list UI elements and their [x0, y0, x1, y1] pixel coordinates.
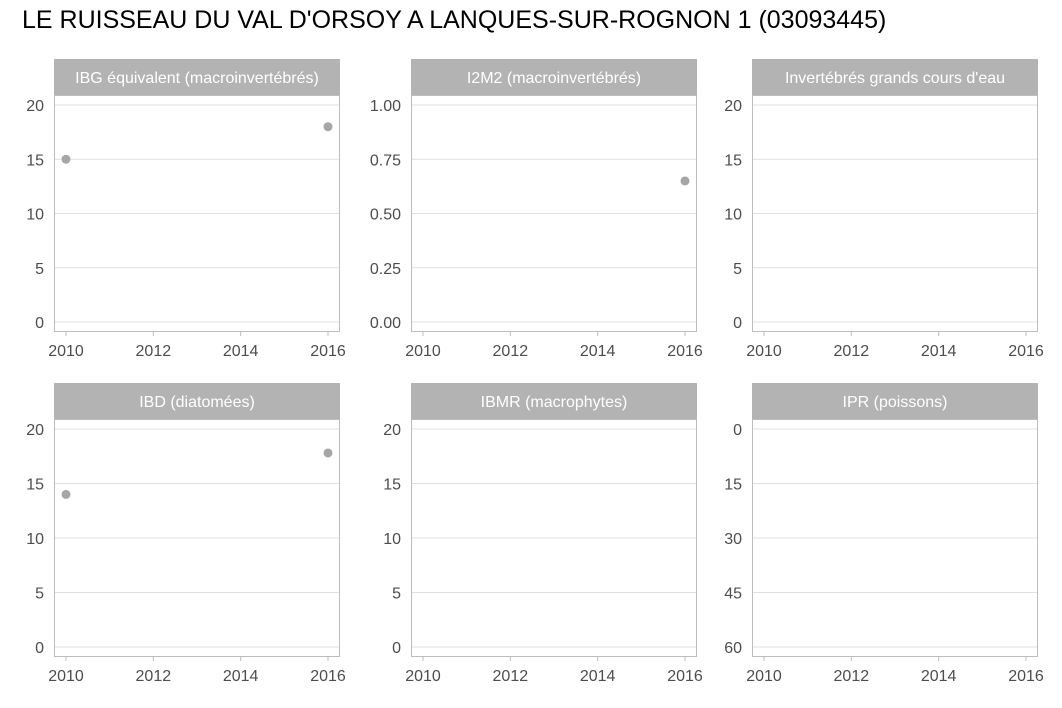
- strip-background: [752, 383, 1038, 419]
- facet-panel: IBG équivalent (macroinvertébrés) 0 5 10 15 2…: [26, 59, 346, 360]
- y-tick-label: 15: [26, 477, 44, 494]
- y-tick-label: 15: [724, 477, 742, 494]
- strip-label: I2M2 (macroinvertébrés): [467, 70, 641, 87]
- x-tick-label: 2014: [921, 343, 957, 360]
- x-tick-label: 2012: [493, 343, 529, 360]
- x-tick-label: 2016: [667, 668, 703, 685]
- x-tick-label: 2010: [48, 668, 84, 685]
- y-tick-label: 0: [733, 422, 742, 439]
- y-tick-label: 5: [733, 261, 742, 278]
- y-tick-label: 10: [26, 207, 44, 224]
- y-tick-label: 20: [383, 422, 401, 439]
- x-tick-label: 2016: [667, 343, 703, 360]
- y-tick-label: 20: [26, 422, 44, 439]
- y-tick-label: 0.50: [370, 207, 401, 224]
- x-tick-label: 2012: [834, 343, 870, 360]
- strip-background: [411, 59, 697, 95]
- strip-label: IBMR (macrophytes): [481, 394, 628, 411]
- data-point: [61, 154, 71, 164]
- y-tick-label: 0: [392, 640, 401, 657]
- x-tick-label: 2014: [580, 343, 616, 360]
- x-tick-label: 2014: [921, 668, 957, 685]
- facet-panel: IBD (diatomées) 0 5 10 15 20 2010 2012 2014 2016: [26, 383, 346, 685]
- y-tick-label: 0: [35, 315, 44, 332]
- y-tick-label: 10: [724, 207, 742, 224]
- plot-border: [54, 95, 340, 332]
- x-tick-label: 2012: [493, 668, 529, 685]
- plot-border: [54, 419, 340, 657]
- y-tick-label: 1.00: [370, 98, 401, 115]
- x-tick-label: 2014: [223, 668, 259, 685]
- y-tick-label: 5: [392, 586, 401, 603]
- y-tick-label: 20: [26, 98, 44, 115]
- strip-label: IBG équivalent (macroinvertébrés): [75, 70, 319, 87]
- strip-background: [54, 59, 340, 95]
- data-point: [61, 489, 71, 499]
- x-tick-label: 2012: [834, 668, 870, 685]
- x-tick-label: 2016: [1008, 668, 1044, 685]
- facet-panel: I2M2 (macroinvertébrés) 0.00 0.25 0.50 0.75 1…: [370, 59, 703, 360]
- plot-border: [411, 95, 697, 332]
- y-tick-label: 60: [724, 640, 742, 657]
- plot-border: [411, 419, 697, 657]
- x-tick-label: 2012: [136, 343, 172, 360]
- x-tick-label: 2014: [223, 343, 259, 360]
- data-point: [323, 448, 333, 458]
- x-tick-label: 2010: [746, 668, 782, 685]
- y-tick-label: 10: [383, 531, 401, 548]
- strip-label: IPR (poissons): [843, 394, 948, 411]
- y-tick-label: 15: [26, 152, 44, 169]
- y-tick-label: 0.25: [370, 261, 401, 278]
- facet-panel: Invertébrés grands cours d'eau 0 5 10 15 20 20…: [724, 59, 1044, 360]
- strip-label: Invertébrés grands cours d'eau: [785, 70, 1005, 87]
- data-point: [323, 122, 333, 132]
- x-tick-label: 2012: [136, 668, 172, 685]
- y-tick-label: 30: [724, 531, 742, 548]
- y-tick-label: 15: [383, 477, 401, 494]
- strip-label: IBD (diatomées): [139, 394, 255, 411]
- x-tick-label: 2010: [405, 343, 441, 360]
- y-tick-label: 5: [35, 261, 44, 278]
- x-tick-label: 2016: [1008, 343, 1044, 360]
- x-tick-label: 2016: [310, 668, 346, 685]
- strip-background: [54, 383, 340, 419]
- y-tick-label: 10: [26, 531, 44, 548]
- data-point: [680, 176, 690, 186]
- x-tick-label: 2010: [48, 343, 84, 360]
- y-tick-label: 45: [724, 586, 742, 603]
- x-tick-label: 2016: [310, 343, 346, 360]
- x-tick-label: 2014: [580, 668, 616, 685]
- strip-background: [411, 383, 697, 419]
- x-tick-label: 2010: [405, 668, 441, 685]
- y-tick-label: 20: [724, 98, 742, 115]
- x-tick-label: 2010: [746, 343, 782, 360]
- page-title: LE RUISSEAU DU VAL D'ORSOY A LANQUES-SUR…: [22, 6, 887, 34]
- y-tick-label: 0.75: [370, 152, 401, 169]
- y-tick-label: 5: [35, 586, 44, 603]
- y-tick-label: 15: [724, 152, 742, 169]
- y-tick-label: 0: [733, 315, 742, 332]
- strip-background: [752, 59, 1038, 95]
- y-tick-label: 0: [35, 640, 44, 657]
- y-tick-label: 0.00: [370, 315, 401, 332]
- plot-border: [752, 95, 1038, 332]
- plot-border: [752, 419, 1038, 657]
- facet-panel: IBMR (macrophytes) 0 5 10 15 20 2010 2012 2014 20…: [383, 383, 703, 685]
